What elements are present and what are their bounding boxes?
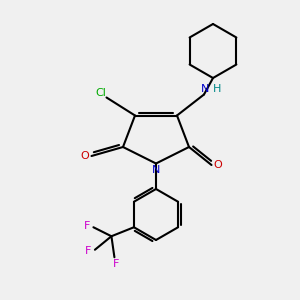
Text: N: N xyxy=(152,165,160,175)
Text: F: F xyxy=(113,259,119,269)
Text: H: H xyxy=(212,84,221,94)
Text: Cl: Cl xyxy=(96,88,106,98)
Text: N: N xyxy=(201,84,210,94)
Text: F: F xyxy=(85,246,92,256)
Text: O: O xyxy=(214,160,223,170)
Text: O: O xyxy=(80,151,89,161)
Text: F: F xyxy=(84,221,90,231)
